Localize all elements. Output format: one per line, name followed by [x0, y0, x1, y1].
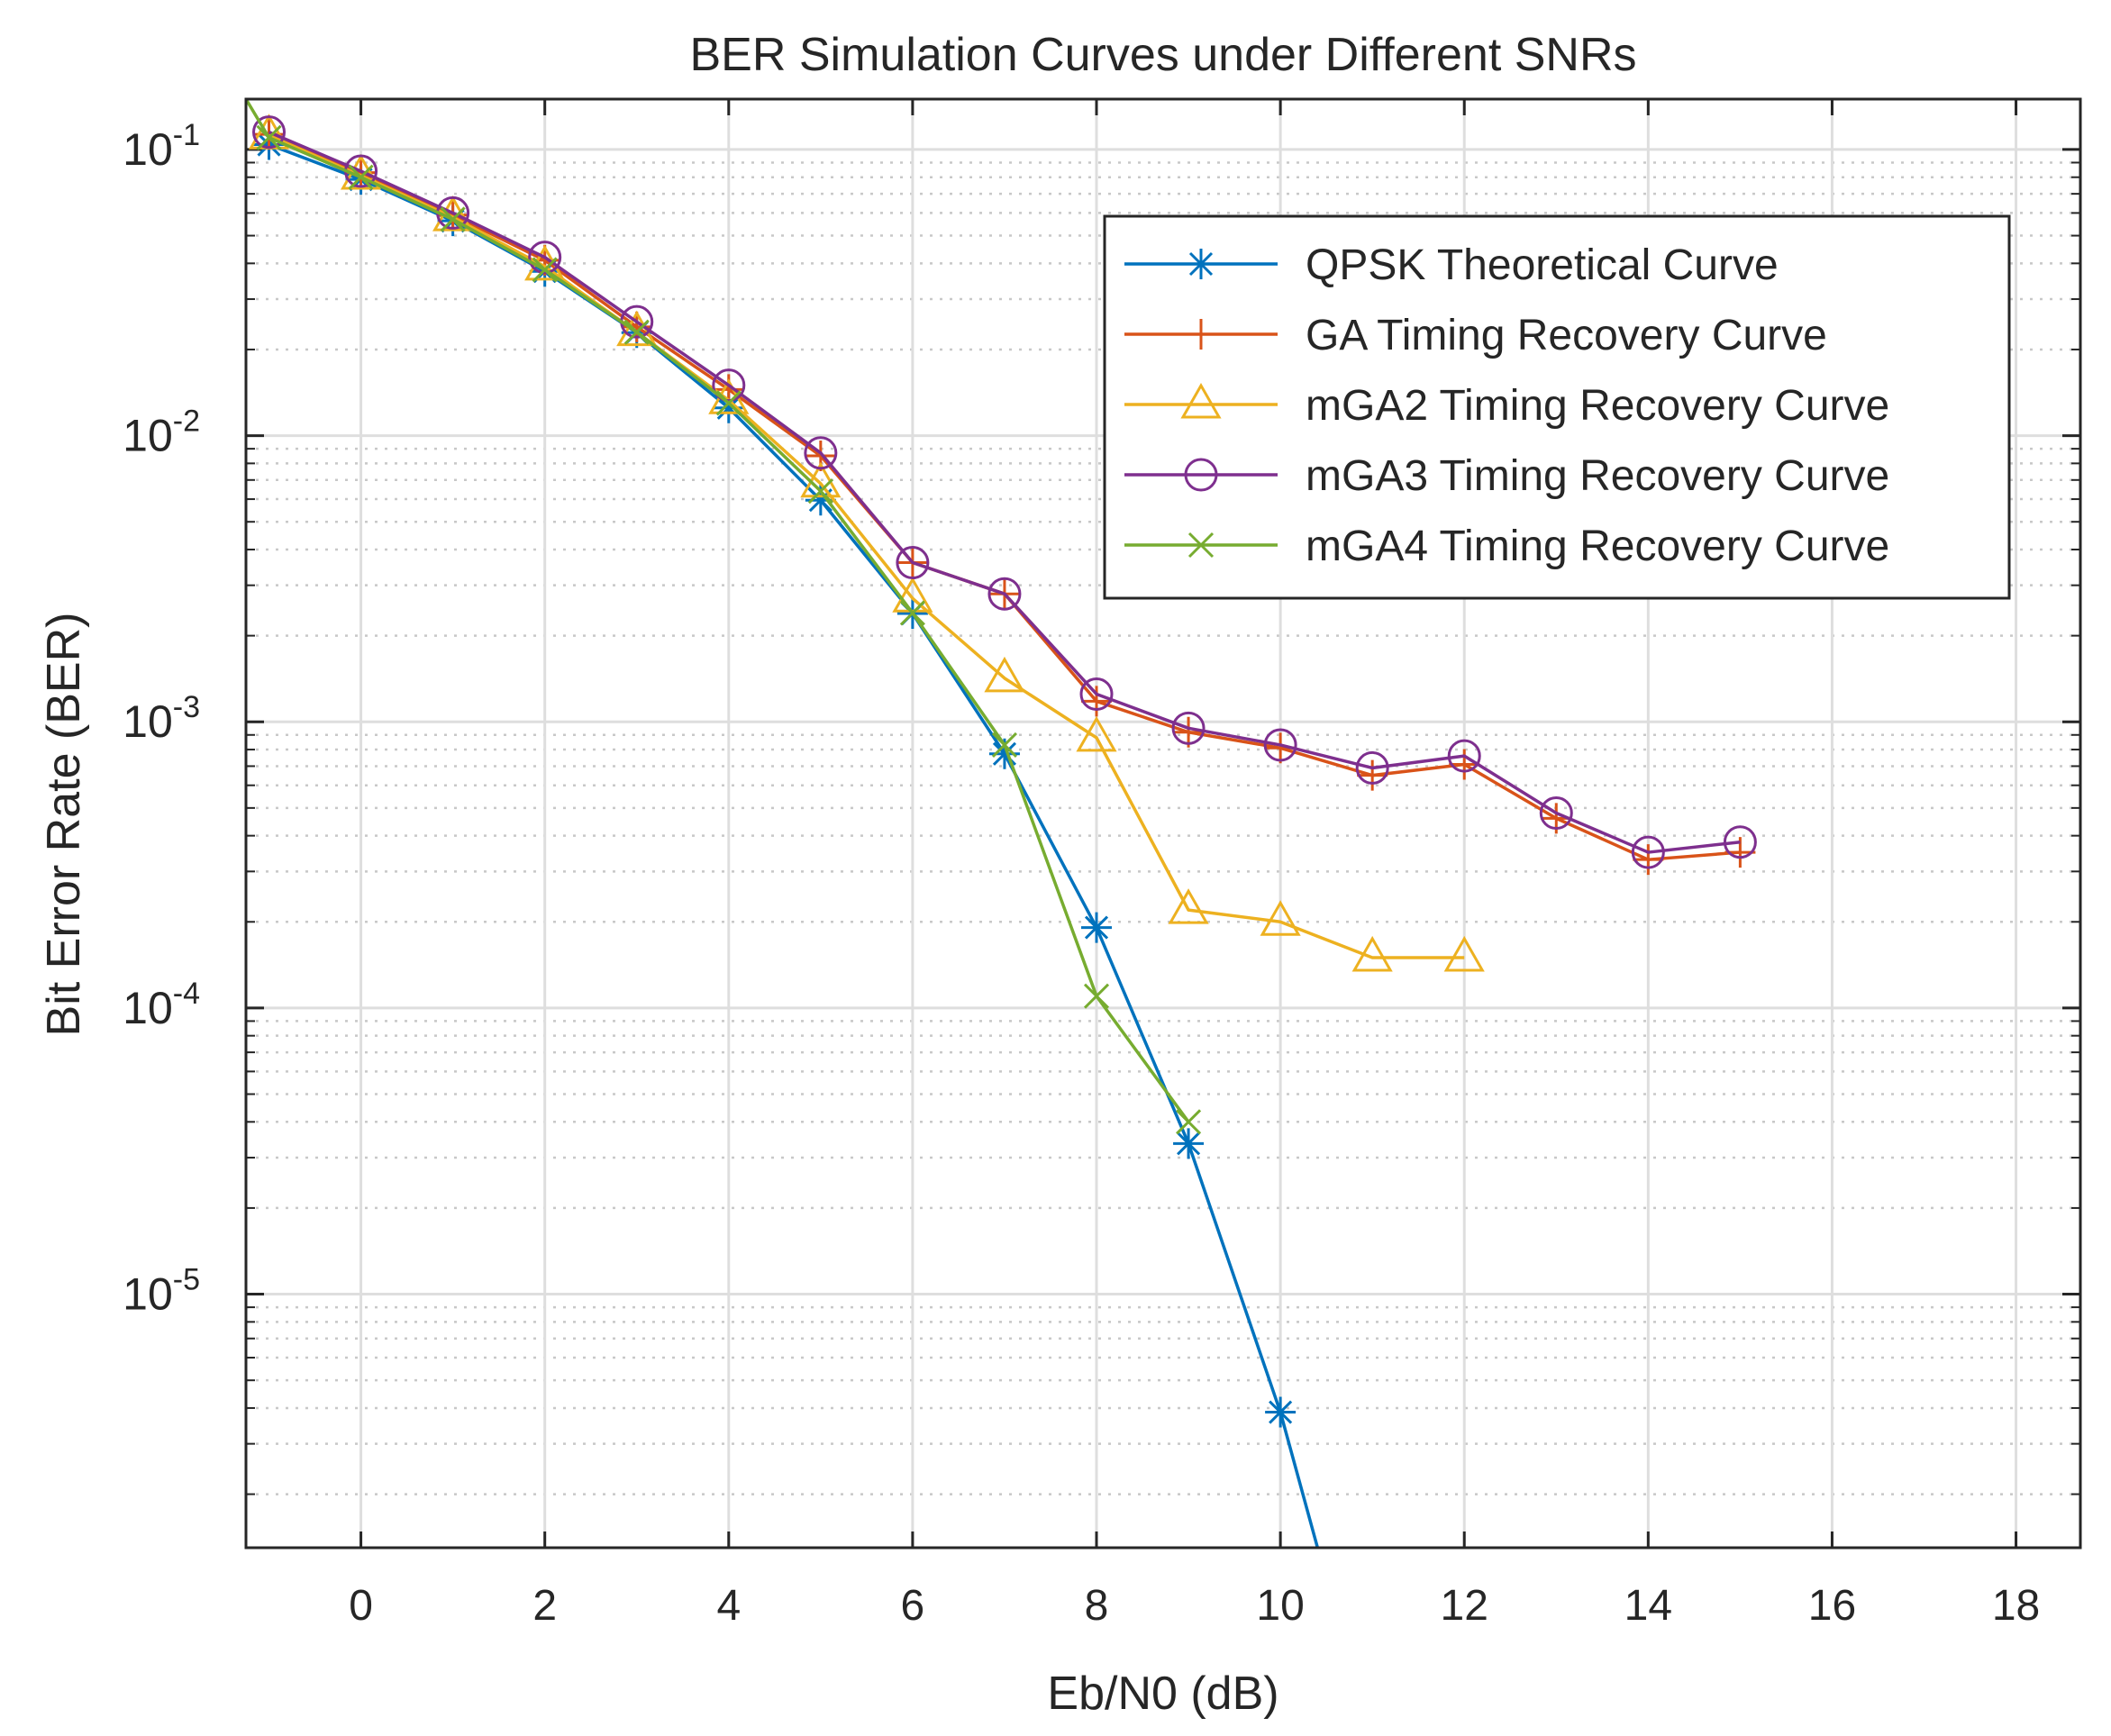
data-point	[805, 485, 836, 516]
legend-marker	[1186, 249, 1216, 279]
data-point	[984, 656, 1025, 693]
data-point	[1171, 711, 1206, 745]
legend-marker	[1187, 532, 1215, 559]
data-point	[1351, 935, 1393, 972]
y-axis-label: Bit Error Rate (BER)	[38, 613, 90, 1037]
data-point	[1633, 844, 1664, 876]
x-tick-label: 14	[1624, 1582, 1672, 1630]
x-tick-label: 16	[1808, 1582, 1856, 1630]
data-point	[623, 319, 650, 345]
data-point	[1081, 912, 1113, 943]
x-tick-label: 4	[716, 1582, 741, 1630]
legend-marker	[1184, 458, 1218, 492]
legend-label: mGA3 Timing Recovery Curve	[1306, 452, 1889, 500]
chart-title: BER Simulation Curves under Different SN…	[689, 29, 1636, 81]
plot-frame	[244, 97, 2082, 1550]
legend-marker	[1186, 319, 1216, 350]
data-point	[1443, 935, 1485, 972]
data-point	[804, 436, 838, 470]
data-point	[1079, 677, 1114, 711]
series-4	[252, 115, 1757, 869]
data-point	[1081, 686, 1113, 717]
y-tick-label: 10-5	[123, 1263, 200, 1320]
data-point	[896, 546, 930, 580]
legend: QPSK Theoretical Curve GA Timing Recovery…	[1103, 214, 2011, 600]
data-point	[715, 390, 742, 416]
data-point	[532, 257, 558, 283]
x-tick-label: 6	[901, 1582, 925, 1630]
series-line	[268, 131, 1741, 854]
data-point	[1076, 715, 1117, 752]
data-point	[1631, 835, 1665, 869]
data-point	[712, 368, 746, 403]
y-tick-label: 10-1	[123, 118, 200, 175]
data-point	[713, 392, 744, 423]
data-point	[1723, 825, 1757, 859]
y-tick-label: 10-3	[123, 690, 200, 747]
data-point	[1260, 900, 1301, 936]
x-tick-label: 8	[1085, 1582, 1109, 1630]
data-point	[1449, 749, 1480, 780]
data-point	[1168, 888, 1209, 924]
data-point	[1173, 1128, 1205, 1159]
data-point	[991, 732, 1018, 759]
data-point	[348, 164, 374, 190]
data-point	[1083, 983, 1110, 1009]
data-point	[1263, 728, 1297, 762]
x-tick-label: 18	[1992, 1582, 2040, 1630]
data-point	[988, 738, 1020, 769]
data-point	[440, 206, 466, 232]
series-5	[246, 99, 1202, 1135]
series-layer	[246, 99, 1757, 1548]
legend-box	[1103, 214, 2011, 600]
x-tick-label: 2	[532, 1582, 557, 1630]
data-point	[1357, 759, 1388, 791]
data-point	[256, 124, 282, 150]
legend-marker	[1180, 382, 1222, 419]
legend-label: mGA2 Timing Recovery Curve	[1306, 382, 1889, 430]
ticks-layer: 0 2 4 6 8 10 12 14 16 18 10-1 10-2 10-3 10-4 10-5	[123, 99, 2080, 1630]
data-point	[899, 600, 925, 626]
data-point	[1355, 750, 1389, 785]
x-tick-label: 10	[1256, 1582, 1304, 1630]
data-point	[1176, 1109, 1202, 1135]
series-line	[246, 99, 1190, 1123]
x-tick-label: 12	[1441, 1582, 1488, 1630]
legend-label: GA Timing Recovery Curve	[1306, 312, 1827, 359]
x-axis-label: Eb/N0 (dB)	[1047, 1668, 1278, 1720]
y-tick-label: 10-2	[123, 404, 200, 461]
legend-label: mGA4 Timing Recovery Curve	[1306, 523, 1889, 570]
x-tick-label: 0	[349, 1582, 373, 1630]
data-point	[987, 577, 1022, 611]
data-point	[1447, 739, 1481, 773]
data-point	[528, 241, 562, 275]
y-tick-label: 10-4	[123, 977, 200, 1033]
data-point	[252, 115, 287, 150]
data-point	[1539, 795, 1573, 830]
data-point	[1265, 1396, 1297, 1428]
legend-label: QPSK Theoretical Curve	[1306, 241, 1779, 289]
data-point	[807, 478, 833, 504]
